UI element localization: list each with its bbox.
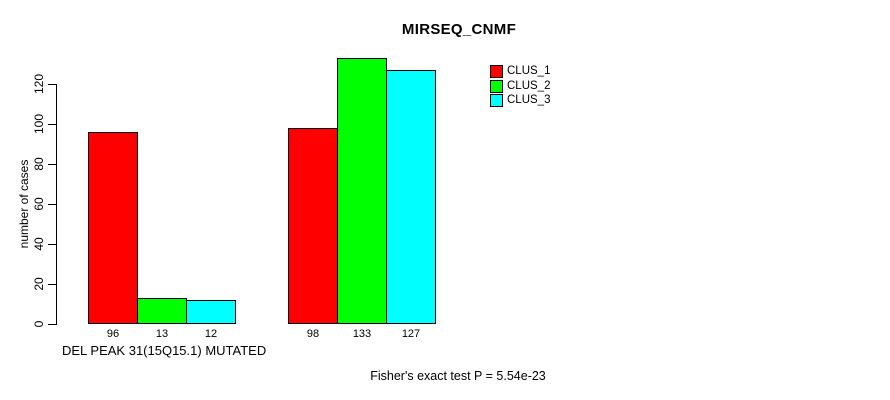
- y-tick-mark: [48, 244, 56, 245]
- y-tick-mark: [48, 84, 56, 85]
- legend-swatch-icon: [490, 79, 503, 93]
- y-tick-label: 100: [32, 113, 46, 135]
- legend-label: CLUS_2: [507, 79, 551, 92]
- chart-title: MIRSEQ_CNMF: [401, 21, 517, 38]
- x-axis-group-label: DEL PEAK 31(15Q15.1) MUTATED: [62, 343, 267, 358]
- y-tick-label: 0: [32, 320, 46, 328]
- y-tick-label: 60: [32, 197, 46, 211]
- y-tick-mark: [48, 124, 56, 125]
- bar-clus_1-group1: [88, 132, 138, 324]
- bar-value-label: 13: [155, 328, 169, 340]
- bar-clus_3-group1: [186, 300, 236, 324]
- y-tick-label: 120: [32, 73, 46, 95]
- y-tick-mark: [48, 164, 56, 165]
- y-tick-label: 20: [32, 277, 46, 291]
- legend-item-clus_3: CLUS_3: [490, 94, 550, 107]
- bar-value-label: 133: [352, 328, 372, 340]
- y-axis-line: [56, 84, 57, 325]
- y-tick-label: 80: [32, 157, 46, 171]
- legend-item-clus_2: CLUS_2: [490, 79, 551, 93]
- legend-swatch-icon: [490, 65, 503, 78]
- bar-value-label: 96: [106, 328, 120, 340]
- y-axis-title: number of cases: [17, 159, 31, 249]
- bar-clus_1-group2: [288, 128, 338, 324]
- bar-clus_2-group1: [137, 298, 187, 324]
- legend-label: CLUS_1: [507, 65, 551, 77]
- bar-value-label: 98: [306, 328, 320, 340]
- bar-clus_2-group2: [337, 58, 387, 324]
- bar-value-label: 127: [401, 328, 421, 340]
- legend: CLUS_1 CLUS_2 CLUS_3: [490, 65, 550, 109]
- bar-clus_3-group2: [386, 70, 436, 324]
- y-tick-mark: [48, 204, 56, 205]
- legend-label: CLUS_3: [507, 94, 551, 106]
- fisher-test-annotation: Fisher's exact test P = 5.54e-23: [370, 369, 546, 383]
- bar-value-label: 12: [204, 328, 218, 340]
- legend-item-clus_1: CLUS_1: [490, 65, 550, 78]
- y-tick-mark: [48, 284, 56, 285]
- legend-swatch-icon: [490, 94, 503, 107]
- y-tick-mark: [48, 324, 56, 325]
- y-tick-label: 40: [32, 237, 46, 251]
